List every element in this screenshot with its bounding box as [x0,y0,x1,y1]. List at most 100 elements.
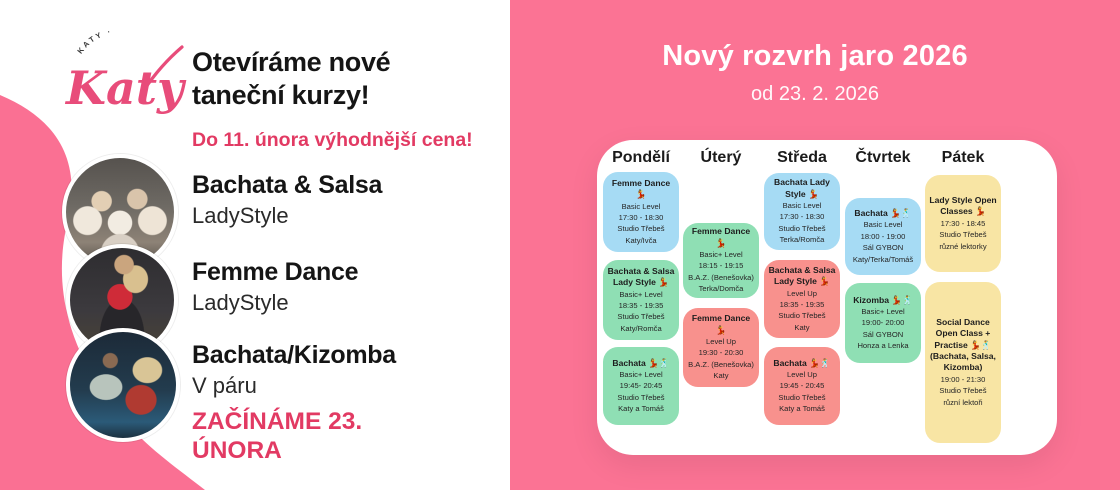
class-level: Basic Level [863,220,903,230]
class-card: Bachata & Salsa Lady Style 💃 Level Up 18… [764,260,840,338]
class-level: Level Up [787,288,817,298]
class-card: Lady Style Open Classes 💃 17:30 - 18:45 … [925,175,1001,272]
class-title: Bachata 💃🕺 [773,357,831,368]
class-lecturers: Katy/Romča [620,323,662,333]
class-venue: Studio Třebeš [617,392,665,402]
day-column-streda: Středa Bachata Lady Style 💃 Basic Level … [764,140,840,455]
class-level: Basic+ Level [699,250,743,260]
class-time: 18:35 - 19:35 [779,299,825,309]
course-item-femme-dance: Femme Dance LadyStyle [192,258,492,316]
class-title: Bachata & Salsa Lady Style 💃 [768,264,836,287]
class-card: Kizomba 💃🕺 Basic+ Level 19:00- 20:00 Sál… [845,283,921,363]
class-title: Social Dance Open Class + Practise 💃🕺 (B… [930,317,996,373]
day-column-ctvrtek: Čtvrtek Bachata 💃🕺 Basic Level 18:00 - 1… [845,140,921,455]
class-lecturers: Terka/Domča [698,284,744,294]
class-time: 19:45 - 20:45 [779,381,825,391]
class-time: 17:30 - 18:30 [618,212,664,222]
class-time: 17:30 - 18:30 [779,212,825,222]
class-level: Level Up [706,337,736,347]
class-time: 18:00 - 19:00 [860,231,906,241]
day-column-pondeli: Pondělí Femme Dance 💃 Basic Level 17:30 … [603,140,679,455]
day-label: Pátek [941,149,985,166]
course-subtitle: V páru [192,373,257,398]
day-label: Pondělí [612,149,670,166]
class-lecturers: Katy a Tomáš [779,404,825,414]
class-lecturers: Katy/Terka/Tomáš [852,254,914,264]
class-card: Bachata & Salsa Lady Style 💃 Basic+ Leve… [603,260,679,340]
course-subtitle: LadyStyle [192,203,289,228]
class-time: 17:30 - 18:45 [940,218,986,228]
class-title: Bachata 💃🕺 [612,357,670,368]
class-lecturers: různé lektorky [939,241,987,251]
class-time: 18:35 - 19:35 [618,300,664,310]
class-time: 19:30 - 20:30 [698,348,744,358]
class-lecturers: Katy [794,322,810,332]
class-venue: Studio Třebeš [617,312,665,322]
class-venue: Studio Třebeš [939,386,987,396]
class-lecturers: Katy/Ivča [625,235,657,245]
class-venue: Studio Třebeš [778,223,826,233]
schedule-title: Nový rozvrh jaro 2026 [662,40,968,72]
class-level: Level Up [787,369,817,379]
class-level: Basic Level [782,201,822,211]
logo-script-text: Katy [64,61,187,115]
main-heading: Otevíráme nové taneční kurzy! [192,47,391,110]
class-title: Kizomba 💃🕺 [853,294,913,305]
class-card: Bachata 💃🕺 Basic Level 18:00 - 19:00 Sál… [845,198,921,275]
schedule-card: Pondělí Femme Dance 💃 Basic Level 17:30 … [597,140,1057,455]
class-time: 18:15 - 19:15 [698,261,744,271]
logo-ring-text: KATY · BEDLIVA · DANCE · PROJECTS · [50,20,118,55]
class-title: Femme Dance 💃 [691,226,751,248]
class-venue: Sál GYBON [862,329,904,339]
class-card: Bachata Lady Style 💃 Basic Level 17:30 -… [764,173,840,250]
class-level: Basic Level [621,201,661,211]
class-venue: Studio Třebeš [778,392,826,402]
day-column-patek: Pátek Lady Style Open Classes 💃 17:30 - … [925,140,1001,455]
class-lecturers: Honza a Lenka [857,341,909,351]
class-level: Basic+ Level [619,289,663,299]
class-lecturers: Terka/Romča [779,235,825,245]
course-subtitle: LadyStyle [192,290,289,315]
course-item-bachata-salsa: Bachata & Salsa LadyStyle [192,171,492,229]
class-venue: Studio Třebeš [939,230,987,240]
schedule-subtitle: od 23. 2. 2026 [751,83,879,105]
course-title: Femme Dance [192,258,359,286]
class-venue: Studio Třebeš [778,311,826,321]
start-date-note: ZAČÍNÁME 23. ÚNORA [192,408,363,465]
class-card: Femme Dance 💃 Basic Level 17:30 - 18:30 … [603,172,679,252]
course-title: Bachata & Salsa [192,171,383,199]
class-lecturers: Katy [713,371,729,381]
logo-swash-stroke [142,45,184,92]
class-time: 19:00 - 21:30 [940,374,986,384]
class-title: Femme Dance 💃 [691,313,751,335]
class-title: Femme Dance 💃 [611,177,671,200]
class-level: Basic+ Level [619,369,663,379]
class-title: Bachata 💃🕺 [854,208,912,219]
class-title: Bachata & Salsa Lady Style 💃 [607,265,675,288]
class-time: 19:00- 20:00 [861,318,905,328]
class-level: Basic+ Level [861,306,905,316]
class-card: Femme Dance 💃 Level Up 19:30 - 20:30 B.A… [683,308,759,387]
class-venue: Studio Třebeš [617,224,665,234]
class-venue: B.A.Z. (Benešovka) [688,272,754,282]
class-card: Bachata 💃🕺 Basic+ Level 19:45- 20:45 Stu… [603,347,679,425]
course-title: Bachata/Kizomba [192,341,396,369]
class-card: Social Dance Open Class + Practise 💃🕺 (B… [925,282,1001,443]
class-venue: B.A.Z. (Benešovka) [688,359,754,369]
class-title: Lady Style Open Classes 💃 [929,195,997,217]
class-lecturers: různí lektoři [943,397,983,407]
dance-couple-photo [66,328,180,442]
class-venue: Sál GYBON [862,243,904,253]
brand-logo: KATY · BEDLIVA · DANCE · PROJECTS · Katy [50,20,187,115]
day-label: Čtvrtek [855,149,911,166]
class-lecturers: Katy a Tomáš [618,404,664,414]
class-card: Bachata 💃🕺 Level Up 19:45 - 20:45 Studio… [764,347,840,425]
promo-text: Do 11. února výhodnější cena! [192,129,473,151]
day-column-utery: Úterý Femme Dance 💃 Basic+ Level 18:15 -… [683,140,759,455]
schedule-panel: Nový rozvrh jaro 2026 od 23. 2. 2026 Pon… [510,0,1120,490]
pink-blob-shape [0,95,205,490]
day-label: Úterý [700,149,742,166]
class-time: 19:45- 20:45 [619,381,663,391]
class-title: Bachata Lady Style 💃 [774,177,830,199]
